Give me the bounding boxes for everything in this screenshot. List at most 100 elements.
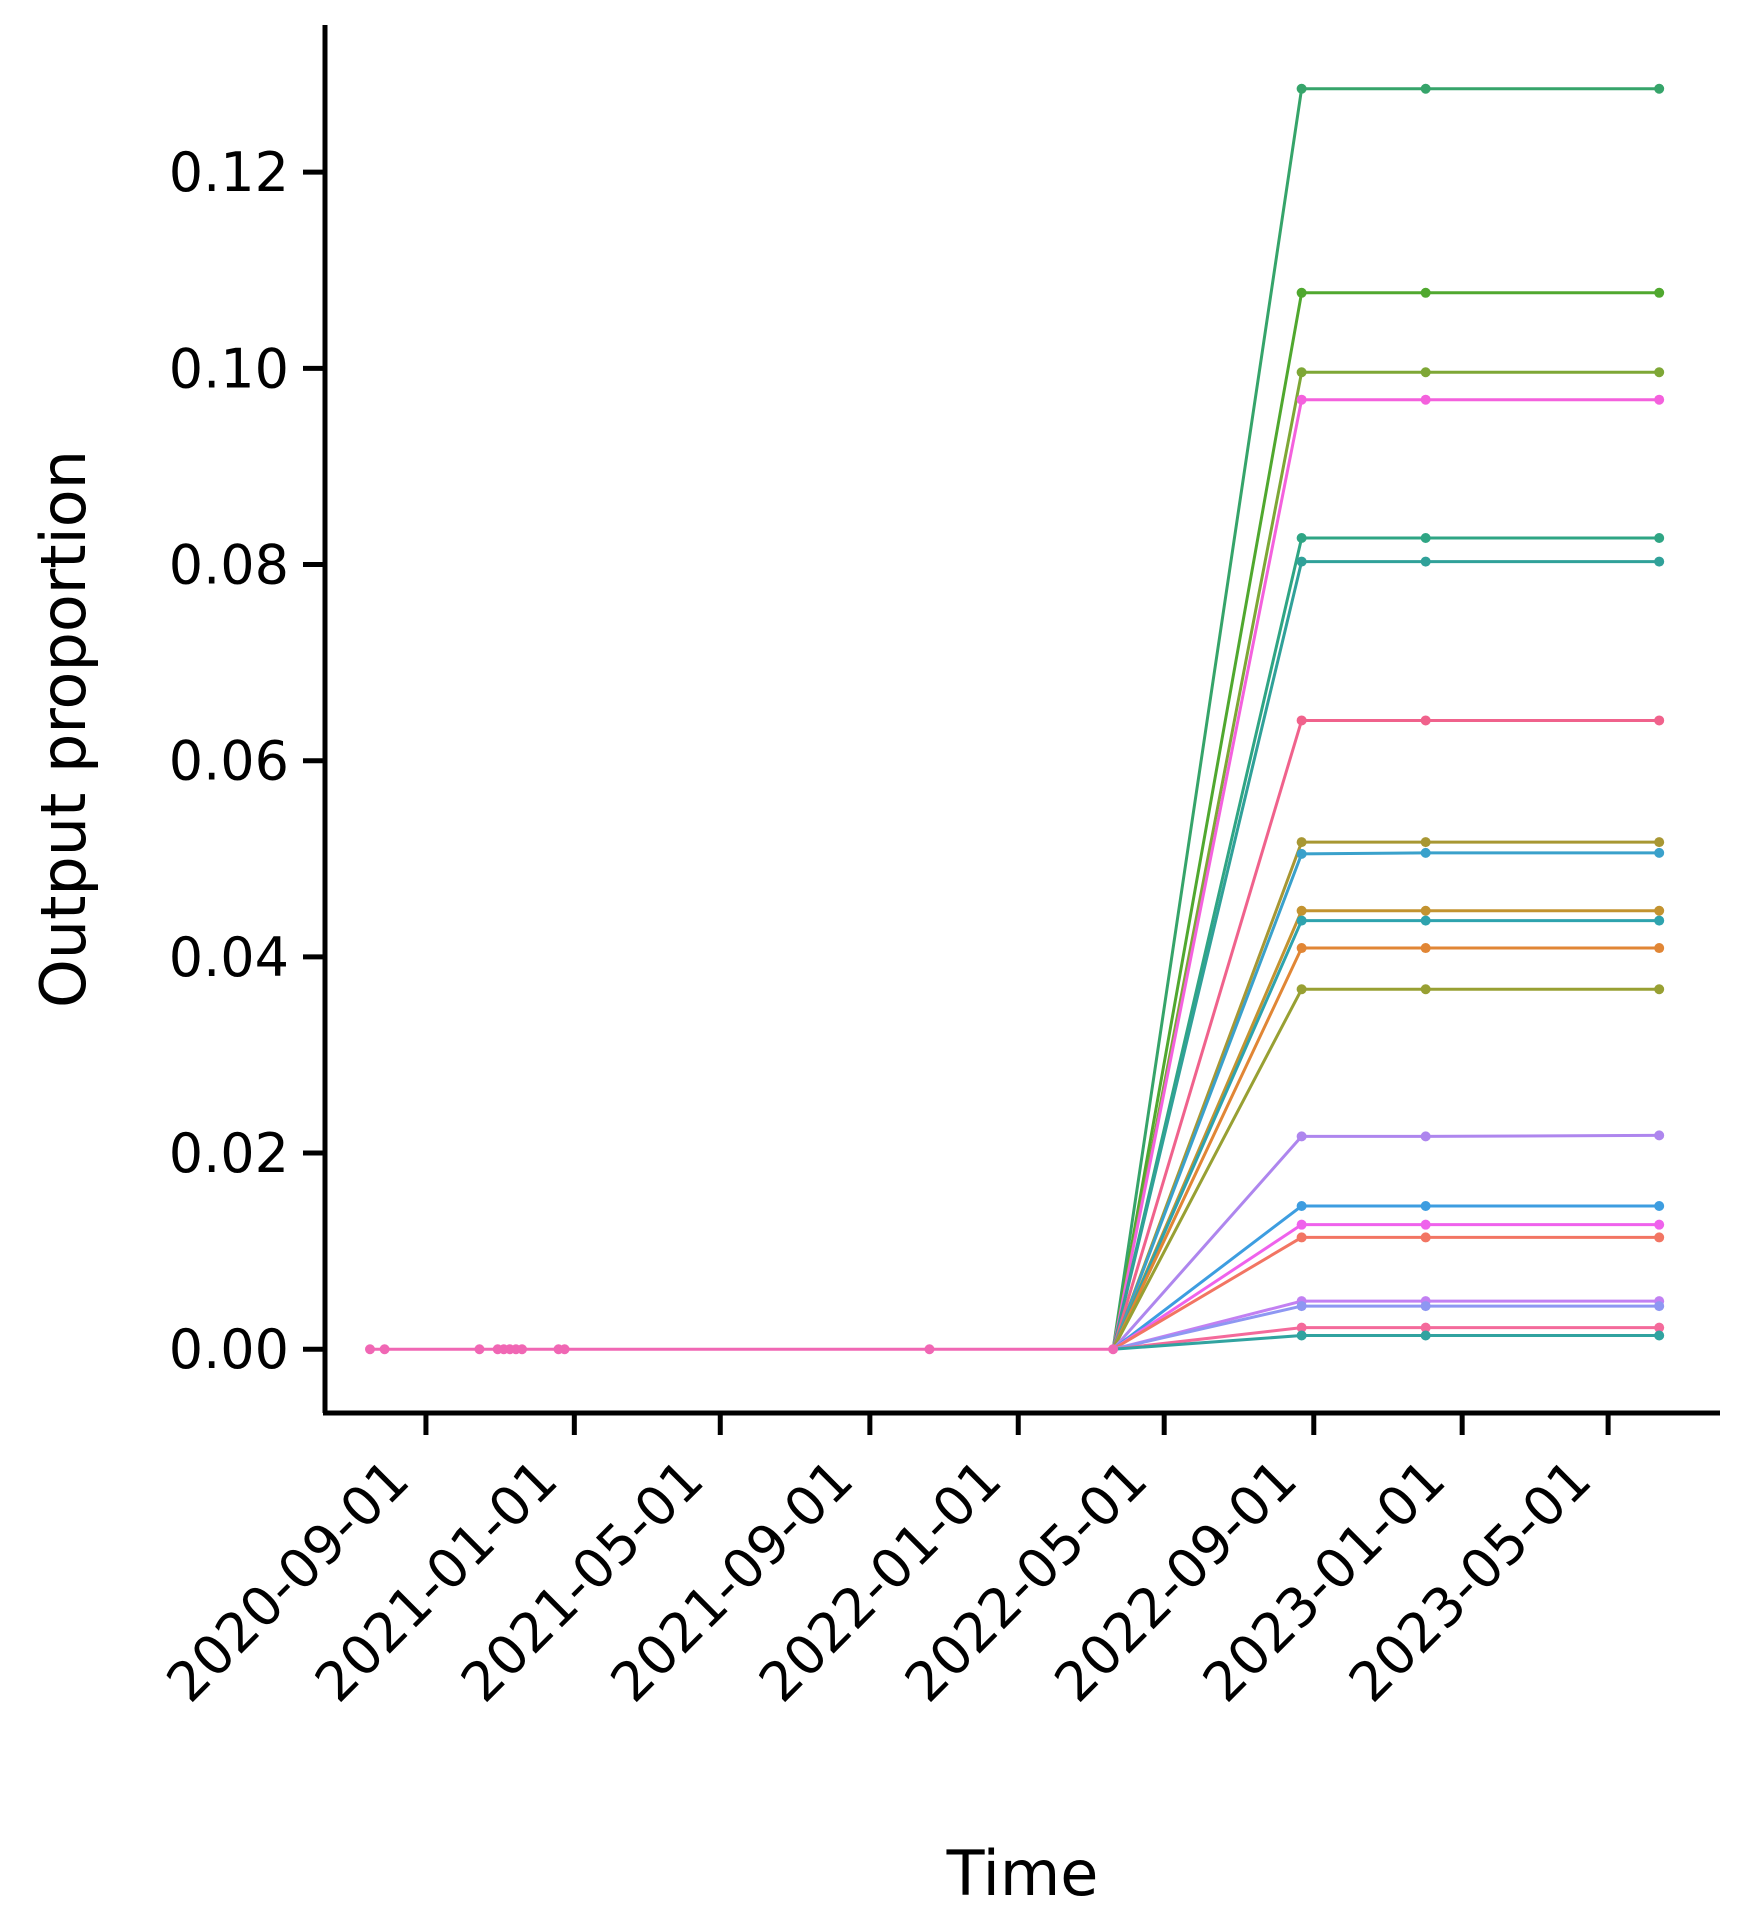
data-point <box>1654 715 1665 726</box>
series-layer <box>1111 83 1665 1351</box>
data-point <box>1296 715 1307 726</box>
data-point <box>1420 837 1431 848</box>
data-point <box>1654 837 1665 848</box>
y-tick-label: 0.06 <box>169 730 289 793</box>
zero-points-layer <box>365 1344 1119 1355</box>
zero-data-point <box>1108 1344 1119 1355</box>
data-point <box>1296 984 1307 995</box>
data-point <box>1654 1219 1665 1230</box>
series-line <box>1111 560 1660 1350</box>
data-point <box>1420 905 1431 916</box>
data-point <box>1296 533 1307 544</box>
series-10 <box>1111 905 1665 1350</box>
data-point <box>1420 367 1431 378</box>
data-point <box>1654 367 1665 378</box>
y-axis-ticks: 0.00 0.02 0.04 0.06 0.08 0.10 0.12 <box>169 141 325 1381</box>
data-point <box>1420 394 1431 405</box>
data-point <box>1420 556 1431 567</box>
series-line <box>1111 1133 1660 1351</box>
data-point <box>1420 1232 1431 1243</box>
series-line <box>1111 946 1660 1350</box>
data-point <box>1654 83 1665 94</box>
data-point <box>1654 847 1665 858</box>
data-point <box>1654 1301 1665 1312</box>
series-14 <box>1111 1130 1665 1351</box>
data-point <box>1420 1131 1431 1142</box>
data-point <box>1296 837 1307 848</box>
data-point <box>1296 943 1307 954</box>
data-point <box>1296 394 1307 405</box>
series-5 <box>1111 533 1665 1350</box>
data-point <box>1654 905 1665 916</box>
data-point <box>1654 1130 1665 1141</box>
series-line <box>1111 851 1660 1350</box>
series-21 <box>1112 1330 1665 1351</box>
x-axis-ticks: 2020-09-012021-01-012021-05-012021-09-01… <box>155 1413 1611 1714</box>
data-point <box>1654 984 1665 995</box>
series-12 <box>1111 943 1665 1350</box>
data-point <box>1420 1201 1431 1212</box>
data-point <box>1420 847 1431 858</box>
data-point <box>1420 1330 1431 1341</box>
y-tick-label: 0.08 <box>169 534 289 597</box>
series-line <box>1111 718 1660 1350</box>
data-point <box>1296 905 1307 916</box>
series-20 <box>1112 1322 1665 1351</box>
series-line <box>1112 1235 1660 1351</box>
series-6 <box>1111 556 1665 1350</box>
data-point <box>1420 533 1431 544</box>
series-1 <box>1111 83 1665 1350</box>
data-point <box>1296 1131 1307 1142</box>
data-point <box>1420 1219 1431 1230</box>
data-point <box>1654 1330 1665 1341</box>
series-3 <box>1111 367 1665 1350</box>
data-point <box>1420 984 1431 995</box>
y-tick-label: 0.12 <box>169 141 289 204</box>
series-line <box>1111 370 1660 1350</box>
data-point <box>1296 367 1307 378</box>
series-2 <box>1111 287 1665 1350</box>
data-point <box>1296 1301 1307 1312</box>
series-line <box>1111 291 1660 1350</box>
data-point <box>1654 943 1665 954</box>
series-line <box>1111 919 1660 1350</box>
data-point <box>1654 287 1665 298</box>
data-point <box>1296 1232 1307 1243</box>
series-17 <box>1112 1232 1665 1351</box>
zero-data-point <box>474 1344 485 1355</box>
data-point <box>1654 556 1665 567</box>
zero-data-point <box>517 1344 528 1355</box>
data-point <box>1654 1201 1665 1212</box>
series-16 <box>1112 1219 1665 1351</box>
data-point <box>1296 915 1307 926</box>
data-point <box>1420 715 1431 726</box>
axes: 0.00 0.02 0.04 0.06 0.08 0.10 0.12 2020-09-012… <box>155 25 1720 1714</box>
series-line <box>1112 1204 1660 1351</box>
series-line <box>1111 987 1660 1350</box>
y-tick-label: 0.10 <box>169 337 289 400</box>
series-line <box>1112 1223 1660 1351</box>
series-19 <box>1112 1301 1665 1351</box>
zero-data-point <box>924 1344 935 1355</box>
series-line <box>1111 398 1660 1350</box>
zero-data-point <box>365 1344 375 1355</box>
data-point <box>1420 915 1431 926</box>
y-tick-label: 0.02 <box>169 1122 289 1185</box>
data-point <box>1654 1232 1665 1243</box>
data-point <box>1296 83 1307 94</box>
series-13 <box>1111 984 1665 1350</box>
data-point <box>1420 83 1431 94</box>
series-line <box>1112 1334 1660 1351</box>
data-point <box>1420 1322 1431 1333</box>
data-point <box>1296 287 1307 298</box>
zero-data-point <box>379 1344 390 1355</box>
series-line <box>1111 87 1660 1350</box>
series-line <box>1111 536 1660 1350</box>
data-point <box>1296 848 1307 859</box>
y-tick-label: 0.00 <box>169 1318 289 1381</box>
series-11 <box>1111 915 1665 1350</box>
data-point <box>1296 1219 1307 1230</box>
data-point <box>1654 533 1665 544</box>
data-point <box>1296 1330 1307 1341</box>
